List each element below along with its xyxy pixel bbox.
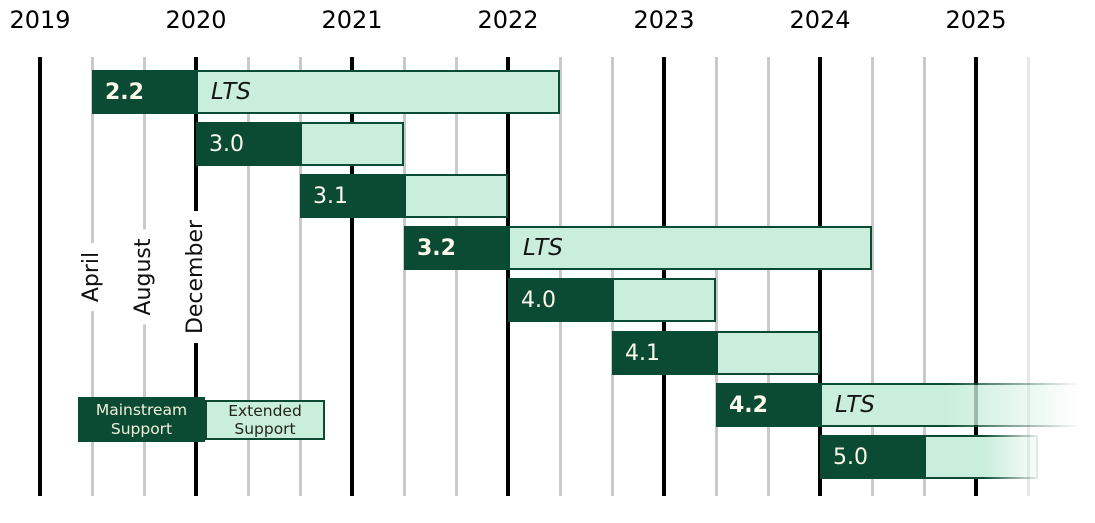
year-label: 2024 [789, 6, 851, 34]
version-label: 4.1 [625, 340, 660, 366]
version-label: 3.2 [417, 235, 456, 261]
mainstream-bar-3.1: 3.1 [300, 174, 404, 218]
mainstream-bar-4.2: 4.2 [716, 383, 820, 427]
gridline-minor [454, 57, 458, 496]
lts-label: LTS [211, 79, 251, 105]
legend-extended-line1: Extended [228, 402, 302, 420]
month-label: August [131, 229, 157, 325]
gridline-year [38, 57, 42, 496]
lts-label: LTS [835, 392, 875, 418]
legend-mainstream-line2: Support [110, 419, 173, 438]
gridline-year [818, 57, 822, 496]
version-label: 3.1 [313, 183, 348, 209]
extended-bar-4.0 [612, 278, 716, 322]
extended-bar-4.2: LTS [820, 383, 1095, 427]
year-label: 2019 [9, 6, 71, 34]
gridline-minor [870, 57, 874, 496]
extended-bar-3.2: LTS [508, 226, 872, 270]
extended-bar-5.0 [924, 435, 1038, 479]
legend-mainstream-support: Mainstream Support [78, 397, 205, 442]
version-label: 5.0 [833, 444, 868, 470]
year-label: 2022 [477, 6, 539, 34]
gridline-year [974, 57, 978, 496]
gridline-year [662, 57, 666, 496]
version-label: 4.0 [521, 287, 556, 313]
gridline-year [506, 57, 510, 496]
gridline-minor [610, 57, 614, 496]
month-label: April [79, 242, 105, 312]
year-label: 2020 [165, 6, 227, 34]
mainstream-bar-3.2: 3.2 [404, 226, 508, 270]
extended-bar-2.2: LTS [196, 70, 560, 114]
gridline-minor [298, 57, 302, 496]
year-label: 2025 [945, 6, 1007, 34]
gridline-minor [766, 57, 770, 496]
gridline-minor [714, 57, 718, 496]
gridline-minor [922, 57, 926, 496]
legend-extended-support: Extended Support [205, 400, 325, 440]
extended-bar-3.0 [300, 122, 404, 166]
gridline-minor [1026, 57, 1030, 496]
mainstream-bar-2.2: 2.2 [92, 70, 196, 114]
legend-extended-line2: Support [234, 420, 296, 438]
extended-bar-3.1 [404, 174, 508, 218]
mainstream-bar-4.1: 4.1 [612, 331, 716, 375]
extended-bar-4.1 [716, 331, 820, 375]
year-label: 2021 [321, 6, 383, 34]
lts-label: LTS [523, 235, 563, 261]
mainstream-bar-4.0: 4.0 [508, 278, 612, 322]
month-label: December [183, 210, 209, 344]
version-label: 2.2 [105, 79, 144, 105]
legend-mainstream-line1: Mainstream [95, 401, 188, 419]
gridline-year [350, 57, 354, 496]
gridline-minor [246, 57, 250, 496]
version-label: 3.0 [209, 131, 244, 157]
year-label: 2023 [633, 6, 695, 34]
gridline-minor [558, 57, 562, 496]
mainstream-bar-5.0: 5.0 [820, 435, 924, 479]
mainstream-bar-3.0: 3.0 [196, 122, 300, 166]
version-label: 4.2 [729, 392, 768, 418]
gridline-minor [402, 57, 406, 496]
